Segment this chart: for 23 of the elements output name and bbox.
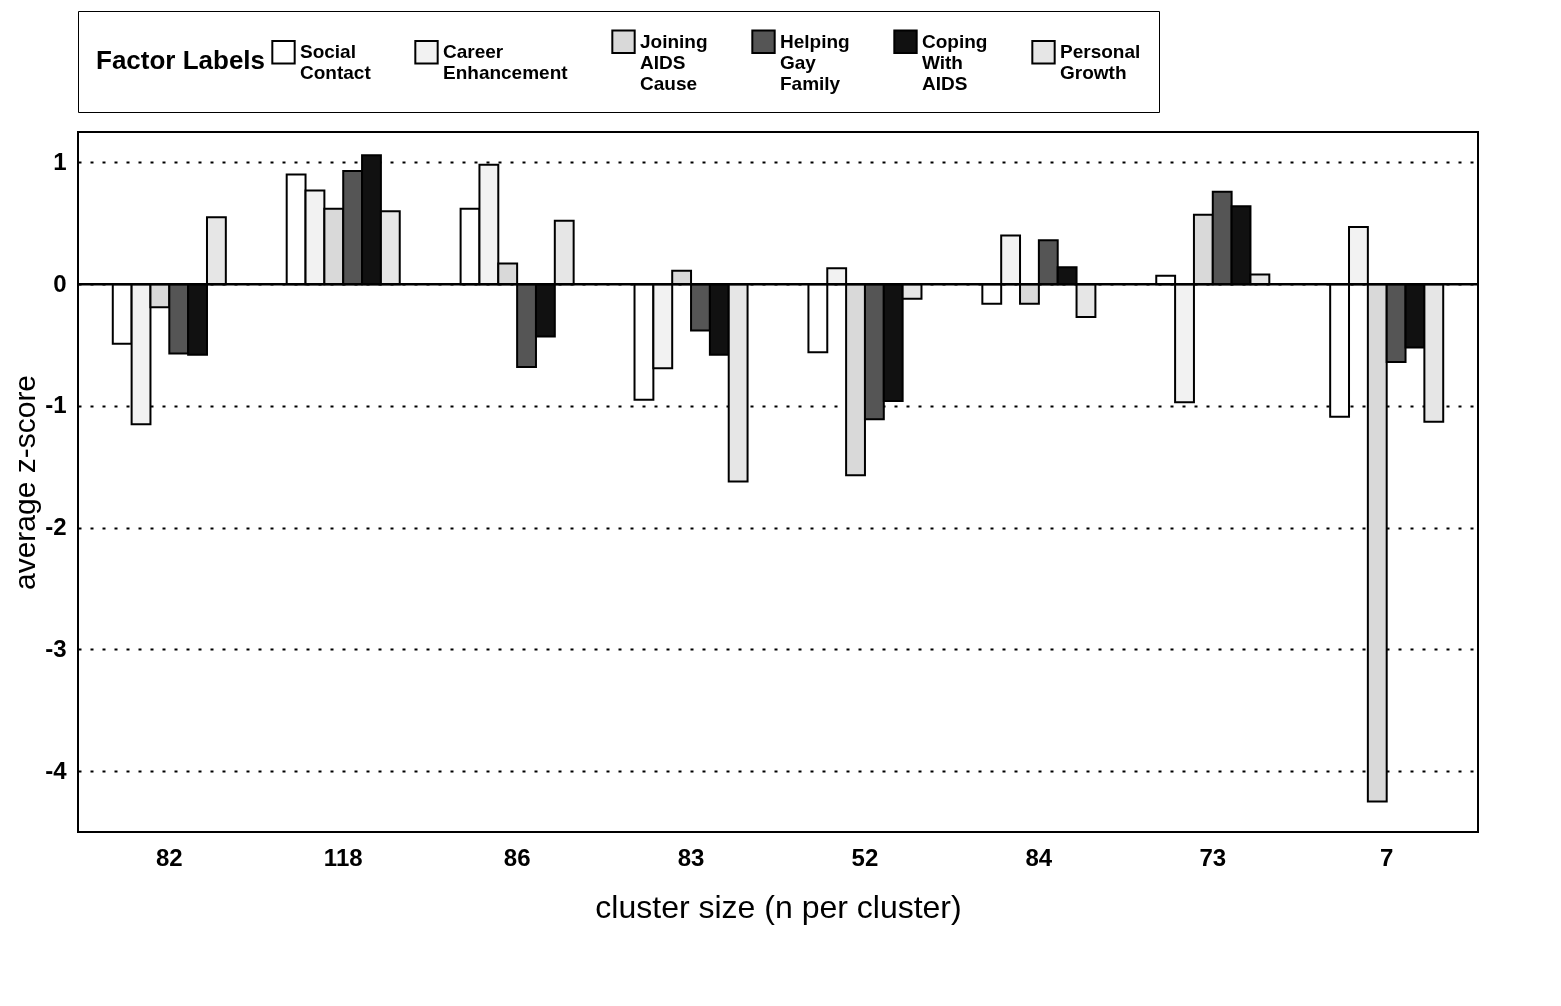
y-tick-label: 1 bbox=[53, 147, 67, 175]
x-tick-label: 84 bbox=[1025, 843, 1053, 871]
x-axis-title: cluster size (n per cluster) bbox=[595, 888, 962, 925]
x-tick-label: 73 bbox=[1199, 843, 1227, 871]
y-tick-label: -2 bbox=[45, 513, 67, 541]
x-tick-label: 86 bbox=[503, 843, 531, 871]
x-tick-label: 83 bbox=[677, 843, 705, 871]
x-tick-label: 82 bbox=[155, 843, 183, 871]
y-axis-title: average z-score bbox=[8, 374, 42, 591]
legend-label: Helping Gay Family bbox=[780, 30, 850, 94]
y-tick-label: 0 bbox=[53, 269, 67, 297]
y-tick-label: -1 bbox=[45, 391, 67, 419]
legend-label: Joining AIDS Cause bbox=[640, 30, 708, 94]
x-tick-label: 118 bbox=[323, 843, 363, 871]
x-tick-label: 7 bbox=[1380, 843, 1394, 871]
x-tick-label: 52 bbox=[851, 843, 879, 871]
legend-title: Factor Labels bbox=[96, 45, 266, 75]
legend-label: Coping With AIDS bbox=[922, 30, 988, 94]
legend-label: Career Enhancement bbox=[443, 41, 569, 84]
legend-label: Social Contact bbox=[300, 41, 372, 84]
y-tick-label: -4 bbox=[45, 756, 68, 784]
y-tick-label: -3 bbox=[45, 634, 67, 662]
legend-label: Personal Growth bbox=[1060, 41, 1141, 84]
